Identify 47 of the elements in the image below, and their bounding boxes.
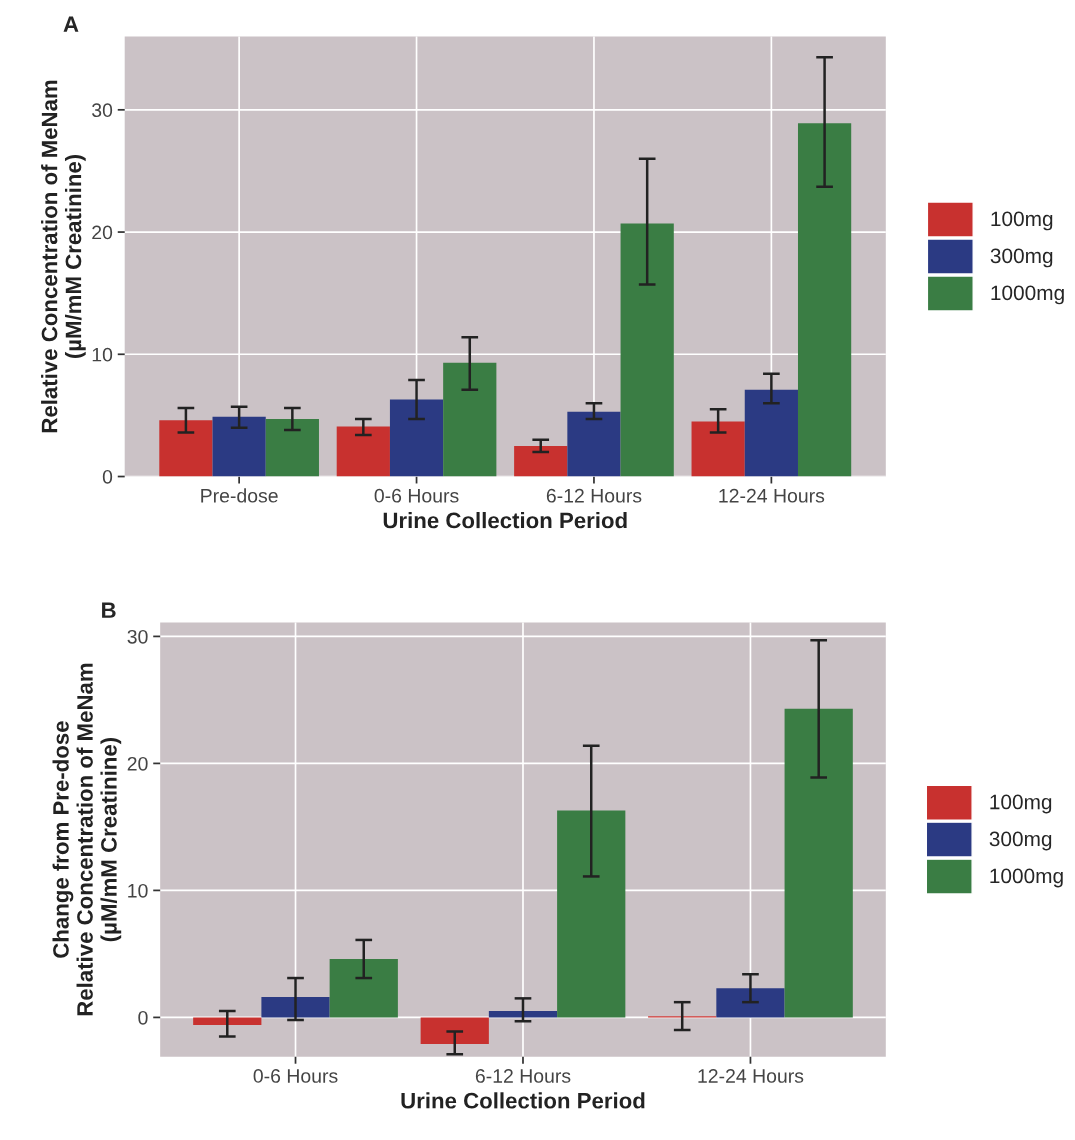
x-tick-label: 6-12 Hours [546,488,642,503]
bar [797,123,852,477]
legend-label: 1000mg [991,285,1064,305]
x-tick-label: 12-24 Hours [698,1069,804,1083]
bar [443,362,497,477]
bar [193,1017,262,1026]
y-tick-label: 0 [102,469,113,484]
legend-label: 300mg [989,831,1052,851]
bar [159,420,213,477]
text: B [102,602,116,618]
bar [212,416,266,477]
y-axis-title: Relative Concentration of MeNam (µM/mM Creatinine) [41,80,86,433]
bar [716,988,785,1018]
y-tick-label: 10 [128,883,148,898]
legend-label: 100mg [990,794,1052,814]
y-tick-label: 20 [92,225,113,240]
legend-label: 1000mg [990,868,1063,888]
y-tick-label: 20 [127,756,148,771]
bar [784,708,853,1018]
x-axis-title: Urine Collection Period [383,512,627,529]
x-axis-title: Urine Collection Period [401,1092,645,1109]
y-tick-label: 0 [138,1010,148,1025]
bar [488,1011,558,1018]
y-axis-title: Change from Pre-dose Relative Concentration of MeNam (µM/mM Creatinine) [52,663,122,1016]
legend-label: 100mg [991,211,1053,231]
x-tick-label: 6-12 Hours [475,1069,571,1083]
bar [389,399,444,477]
bar [691,421,745,477]
bar [336,426,390,477]
bar [514,445,568,477]
bar [265,419,319,477]
bar [557,810,626,1018]
bar [420,1017,489,1045]
x-tick-label: 12-24 Hours [719,488,825,503]
bar [261,997,330,1018]
text: A [63,16,79,32]
bar [744,389,798,477]
y-tick-label: 30 [127,629,148,644]
x-tick-label: 0-6 Hours [374,488,459,503]
bar [329,958,398,1018]
x-tick-label: Pre-dose [201,488,278,503]
legend-label: 300mg [990,248,1053,268]
y-tick-label: 30 [92,103,113,118]
bar [620,223,674,477]
x-tick-label: 0-6 Hours [253,1069,338,1083]
y-tick-label: 10 [92,347,113,362]
bar [567,411,621,477]
